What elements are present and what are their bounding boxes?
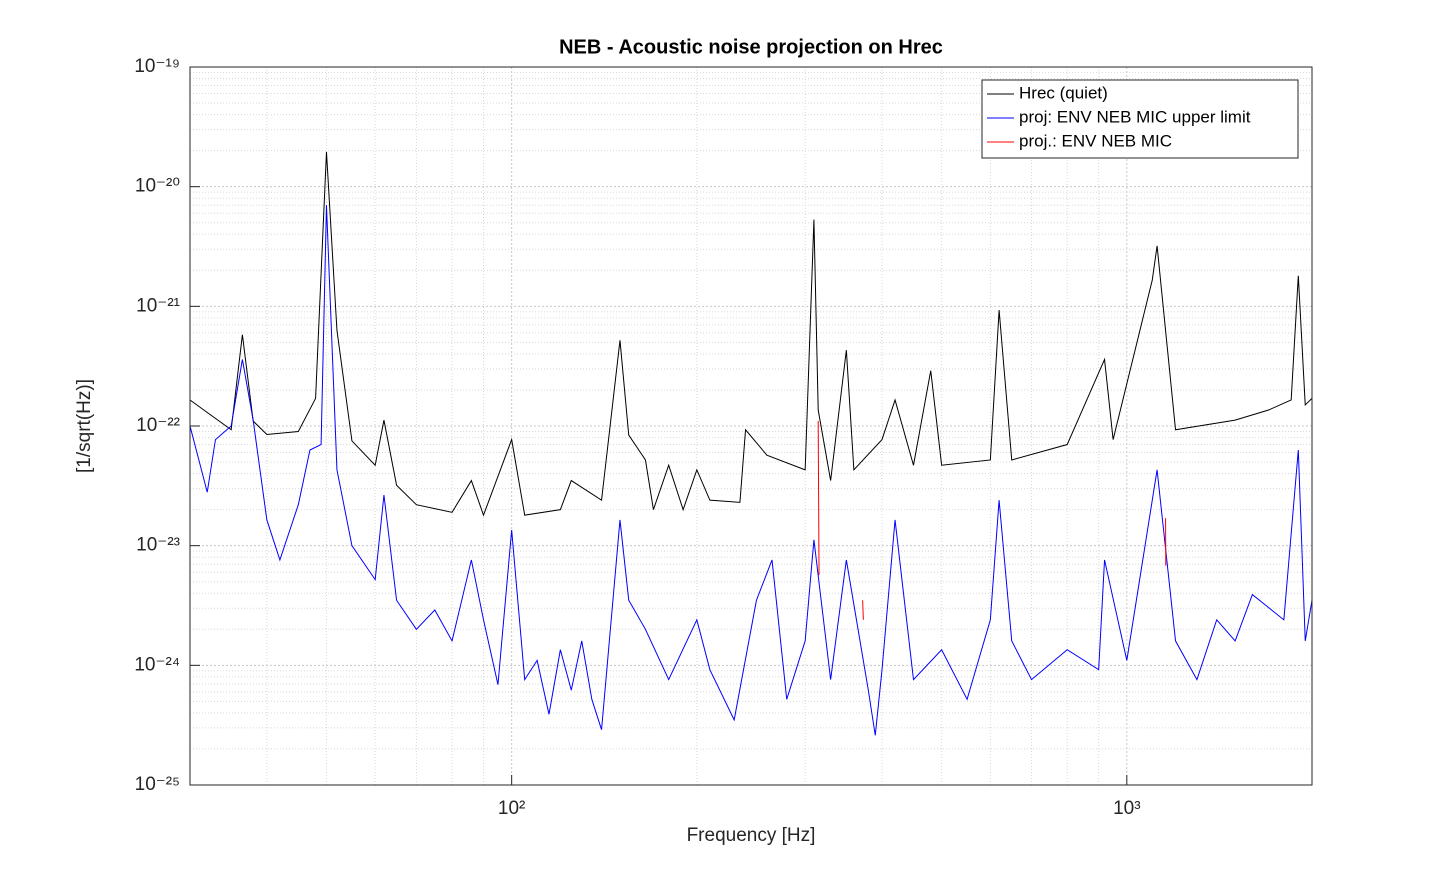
x-tick-label: 10² bbox=[498, 798, 525, 819]
data-line bbox=[817, 421, 1167, 620]
x-axis-label: Frequency [Hz] bbox=[687, 825, 816, 846]
chart-title: NEB - Acoustic noise projection on Hrec bbox=[559, 36, 943, 58]
y-tick-label: 10⁻²³ bbox=[136, 535, 180, 556]
y-tick-label: 10⁻²¹ bbox=[136, 295, 180, 316]
y-tick-label: 10⁻¹⁹ bbox=[134, 56, 180, 77]
legend-box bbox=[981, 79, 1299, 159]
legend-text: proj: ENV NEB MIC upper limit bbox=[1019, 107, 1251, 126]
data-line bbox=[189, 205, 1313, 736]
data-line bbox=[189, 151, 1313, 517]
y-axis-label: [1/sqrt(Hz)] bbox=[74, 379, 95, 473]
y-tick-label: 10⁻²⁰ bbox=[135, 176, 180, 197]
y-tick-label: 10⁻²² bbox=[136, 415, 180, 436]
plot-frame bbox=[189, 66, 1313, 786]
legend-text: Hrec (quiet) bbox=[1019, 83, 1108, 102]
x-tick-label: 10³ bbox=[1113, 798, 1140, 819]
y-tick-label: 10⁻²⁴ bbox=[134, 654, 180, 675]
y-tick-label: 10⁻²⁵ bbox=[135, 774, 180, 795]
legend-text: proj.: ENV NEB MIC bbox=[1019, 131, 1172, 150]
